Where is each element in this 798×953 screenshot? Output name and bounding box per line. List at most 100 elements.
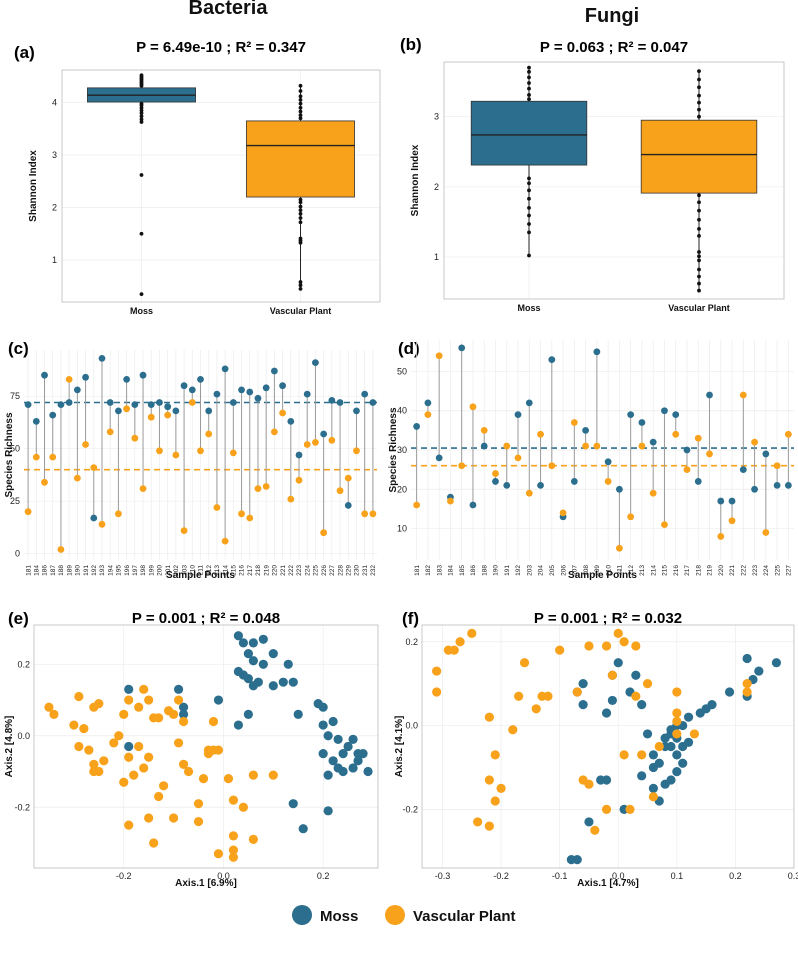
point-vascular bbox=[353, 447, 360, 455]
point-moss bbox=[596, 775, 606, 785]
outlier-point bbox=[298, 200, 303, 205]
point-moss bbox=[739, 466, 747, 474]
point-moss bbox=[270, 367, 278, 375]
point-moss bbox=[320, 430, 328, 438]
point-moss bbox=[413, 423, 421, 430]
x-tick-label: 224 bbox=[763, 565, 770, 576]
point-vascular bbox=[449, 645, 459, 655]
point-moss bbox=[672, 767, 682, 777]
point-moss bbox=[706, 391, 713, 399]
point-vascular bbox=[115, 510, 122, 518]
x-tick-label: 195 bbox=[116, 565, 123, 576]
x-tick-label: 194 bbox=[107, 565, 114, 576]
outlier-point bbox=[527, 222, 531, 226]
outlier-point bbox=[298, 240, 303, 245]
outlier-point bbox=[697, 107, 701, 112]
point-vascular bbox=[672, 430, 680, 438]
point-moss bbox=[548, 356, 556, 364]
point-vascular bbox=[248, 770, 258, 780]
point-moss bbox=[233, 720, 244, 730]
point-moss bbox=[458, 344, 466, 352]
outlier-point bbox=[298, 286, 303, 291]
y-tick-label: -0.2 bbox=[402, 804, 418, 814]
point-moss bbox=[338, 749, 348, 759]
point-vascular bbox=[228, 831, 239, 841]
point-moss bbox=[188, 386, 196, 394]
point-vascular bbox=[188, 399, 196, 406]
panel-title: P = 0.001 ; R² = 0.048 bbox=[132, 610, 280, 627]
point-moss bbox=[338, 766, 348, 777]
x-tick-label: 214 bbox=[222, 565, 229, 576]
panel-tag: (c) bbox=[8, 339, 29, 358]
plot-frame bbox=[61, 69, 381, 303]
panel-title: P = 0.001 ; R² = 0.032 bbox=[534, 610, 682, 627]
outlier-point bbox=[139, 231, 144, 236]
x-tick-label: 213 bbox=[214, 565, 221, 576]
point-vascular bbox=[295, 476, 303, 484]
point-moss bbox=[178, 702, 189, 712]
point-vascular bbox=[625, 804, 635, 814]
box-vascular bbox=[246, 120, 355, 198]
outlier-point bbox=[697, 93, 701, 98]
x-category-label: Moss bbox=[517, 303, 540, 313]
x-tick-label: 222 bbox=[288, 565, 295, 576]
legend-vascular-swatch bbox=[385, 905, 405, 925]
point-moss bbox=[683, 446, 691, 454]
point-moss bbox=[288, 677, 298, 687]
point-moss bbox=[666, 741, 676, 752]
outlier-point bbox=[298, 280, 303, 284]
point-vascular bbox=[168, 709, 179, 719]
outlier-point bbox=[298, 109, 303, 114]
outlier-point bbox=[298, 204, 303, 209]
point-vascular bbox=[228, 845, 239, 855]
point-moss bbox=[288, 799, 298, 809]
x-tick-label: 218 bbox=[255, 565, 262, 576]
x-tick-label: 196 bbox=[124, 565, 131, 576]
point-vascular bbox=[751, 438, 758, 446]
point-moss bbox=[287, 418, 295, 425]
point-vascular bbox=[739, 391, 747, 399]
point-moss bbox=[773, 481, 781, 489]
point-vascular bbox=[197, 447, 204, 455]
point-moss bbox=[248, 656, 258, 666]
outlier-point bbox=[697, 77, 701, 82]
point-moss bbox=[278, 677, 288, 687]
outlier-point bbox=[139, 108, 144, 113]
outlier-point bbox=[697, 69, 701, 74]
point-vascular bbox=[129, 770, 139, 780]
point-vascular bbox=[168, 813, 179, 823]
point-vascular bbox=[578, 775, 588, 785]
outlier-point bbox=[697, 193, 701, 198]
point-vascular bbox=[44, 702, 54, 712]
point-moss bbox=[601, 708, 612, 718]
point-vascular bbox=[205, 430, 213, 438]
point-moss bbox=[82, 373, 89, 381]
outlier-point bbox=[298, 283, 303, 288]
point-vascular bbox=[648, 792, 659, 802]
outlier-point bbox=[139, 117, 144, 122]
point-vascular bbox=[361, 510, 369, 518]
point-vascular bbox=[435, 352, 443, 360]
panel-d-richness-fungi: (d) 10 20 30 40 50 181 182 183 184 185 186 188 190 191… bbox=[388, 339, 794, 581]
point-moss bbox=[660, 779, 670, 789]
x-tick-label: 210 bbox=[605, 565, 612, 576]
point-moss bbox=[238, 386, 245, 394]
outlier-point bbox=[298, 83, 303, 88]
point-moss bbox=[742, 653, 752, 664]
outlier-point bbox=[697, 274, 701, 279]
point-vascular bbox=[154, 713, 164, 723]
point-moss bbox=[672, 750, 682, 760]
point-vascular bbox=[525, 489, 533, 497]
x-tick-label: 184 bbox=[34, 565, 41, 576]
point-moss bbox=[197, 376, 204, 383]
point-moss bbox=[124, 684, 134, 694]
outlier-point bbox=[697, 114, 701, 119]
point-vascular bbox=[694, 434, 702, 442]
point-vascular bbox=[238, 510, 245, 518]
x-tick-label: 203 bbox=[181, 565, 188, 576]
outlier-point bbox=[298, 98, 303, 102]
point-moss bbox=[627, 411, 635, 419]
x-tick-label: 198 bbox=[140, 565, 147, 576]
point-moss bbox=[32, 418, 40, 425]
point-vascular bbox=[82, 441, 89, 448]
